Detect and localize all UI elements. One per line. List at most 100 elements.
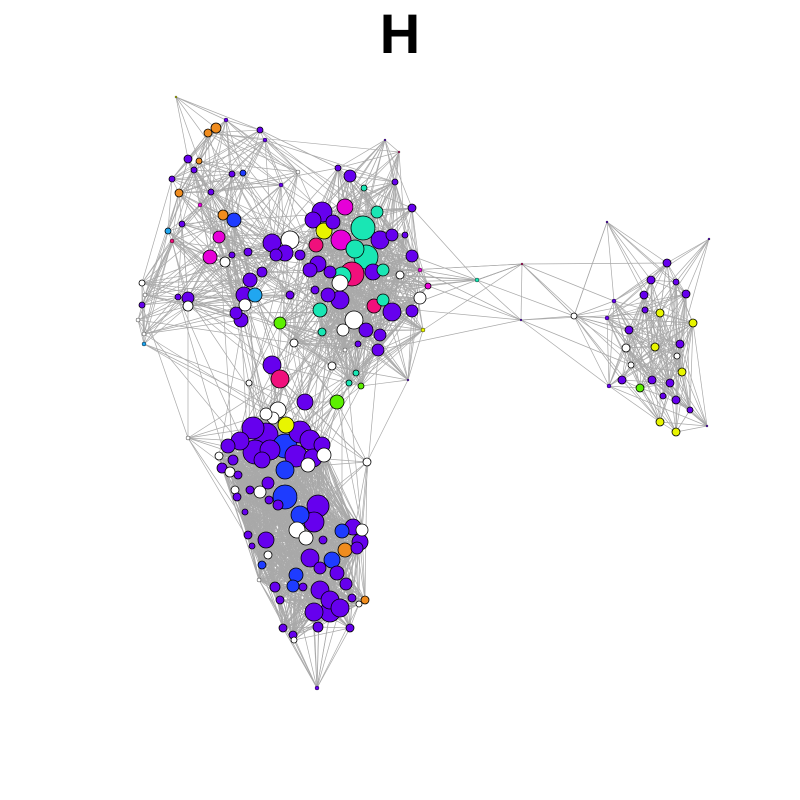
edge <box>411 207 478 281</box>
edge <box>382 269 429 287</box>
edge <box>689 409 708 427</box>
edge <box>267 349 346 484</box>
edge <box>177 223 183 298</box>
edge <box>240 269 311 321</box>
edge <box>209 256 237 314</box>
edge <box>621 379 671 384</box>
network-node <box>313 561 327 575</box>
network-node <box>228 170 236 178</box>
edge <box>232 252 286 461</box>
edge <box>293 639 318 689</box>
network-node <box>241 508 249 516</box>
network-node <box>285 290 295 300</box>
network-node <box>220 438 236 454</box>
network-node <box>672 278 680 286</box>
edge <box>644 309 694 324</box>
edge <box>167 132 209 232</box>
edge <box>289 294 306 403</box>
edge <box>669 382 708 427</box>
edge <box>141 279 251 284</box>
edge <box>606 309 646 319</box>
edge <box>279 271 331 324</box>
edge <box>277 504 297 576</box>
edge <box>137 305 189 321</box>
edge <box>171 139 266 180</box>
edge <box>254 294 338 403</box>
edge <box>284 349 379 498</box>
edge <box>654 346 708 427</box>
network-node <box>355 523 369 537</box>
edge <box>187 297 273 366</box>
network-node <box>169 238 175 244</box>
network-node <box>677 367 687 377</box>
edge <box>659 312 671 384</box>
edge <box>669 293 687 384</box>
network-node <box>275 595 285 605</box>
network-node <box>329 565 345 581</box>
network-node <box>217 209 229 221</box>
edge <box>187 297 267 415</box>
edge <box>394 181 429 287</box>
network-node <box>227 454 239 466</box>
edge <box>608 347 627 387</box>
edge <box>621 329 630 381</box>
edge <box>573 221 608 317</box>
edge <box>199 204 263 273</box>
edge <box>141 178 173 284</box>
edge <box>520 319 632 366</box>
edge <box>644 309 656 348</box>
edge <box>679 343 708 427</box>
edge <box>654 346 677 401</box>
network-node <box>302 262 318 278</box>
network-node <box>376 263 390 277</box>
edge <box>639 371 683 389</box>
network-node <box>298 530 314 546</box>
network-node <box>635 383 645 393</box>
edge <box>261 564 360 605</box>
edge <box>264 139 299 173</box>
network-node <box>185 435 191 441</box>
network-node <box>197 202 203 208</box>
network-node <box>304 211 322 229</box>
network-node <box>264 495 274 505</box>
edge <box>348 329 367 384</box>
edge <box>231 254 355 321</box>
network-node <box>245 379 253 387</box>
edge <box>177 236 220 298</box>
network-node <box>655 417 665 427</box>
network-node <box>355 600 363 608</box>
network-node <box>413 291 427 305</box>
network-node <box>336 323 350 337</box>
edge <box>337 139 386 169</box>
network-node <box>262 137 268 143</box>
network-node <box>247 287 263 303</box>
network-node <box>325 214 341 230</box>
network-node <box>345 239 365 259</box>
edge <box>630 322 694 366</box>
edge <box>323 454 363 531</box>
network-node <box>376 293 390 307</box>
network-node <box>233 470 243 480</box>
network-node <box>183 154 193 164</box>
edge <box>244 499 270 513</box>
panel-title: H <box>379 2 421 65</box>
edge <box>606 317 610 387</box>
network-node <box>675 339 685 349</box>
edge <box>357 310 413 345</box>
edge <box>171 160 200 180</box>
edge <box>264 139 396 183</box>
edge <box>573 300 615 317</box>
edge <box>198 160 244 174</box>
network-node <box>707 237 711 241</box>
edge <box>675 322 694 433</box>
edge <box>644 309 678 357</box>
edge <box>521 262 668 265</box>
edge <box>630 364 671 384</box>
edge <box>247 534 263 566</box>
edge <box>411 255 478 281</box>
network-node <box>354 340 362 348</box>
network-node <box>339 577 353 591</box>
edge <box>277 504 295 641</box>
network-node <box>360 184 368 192</box>
edge <box>628 294 645 331</box>
